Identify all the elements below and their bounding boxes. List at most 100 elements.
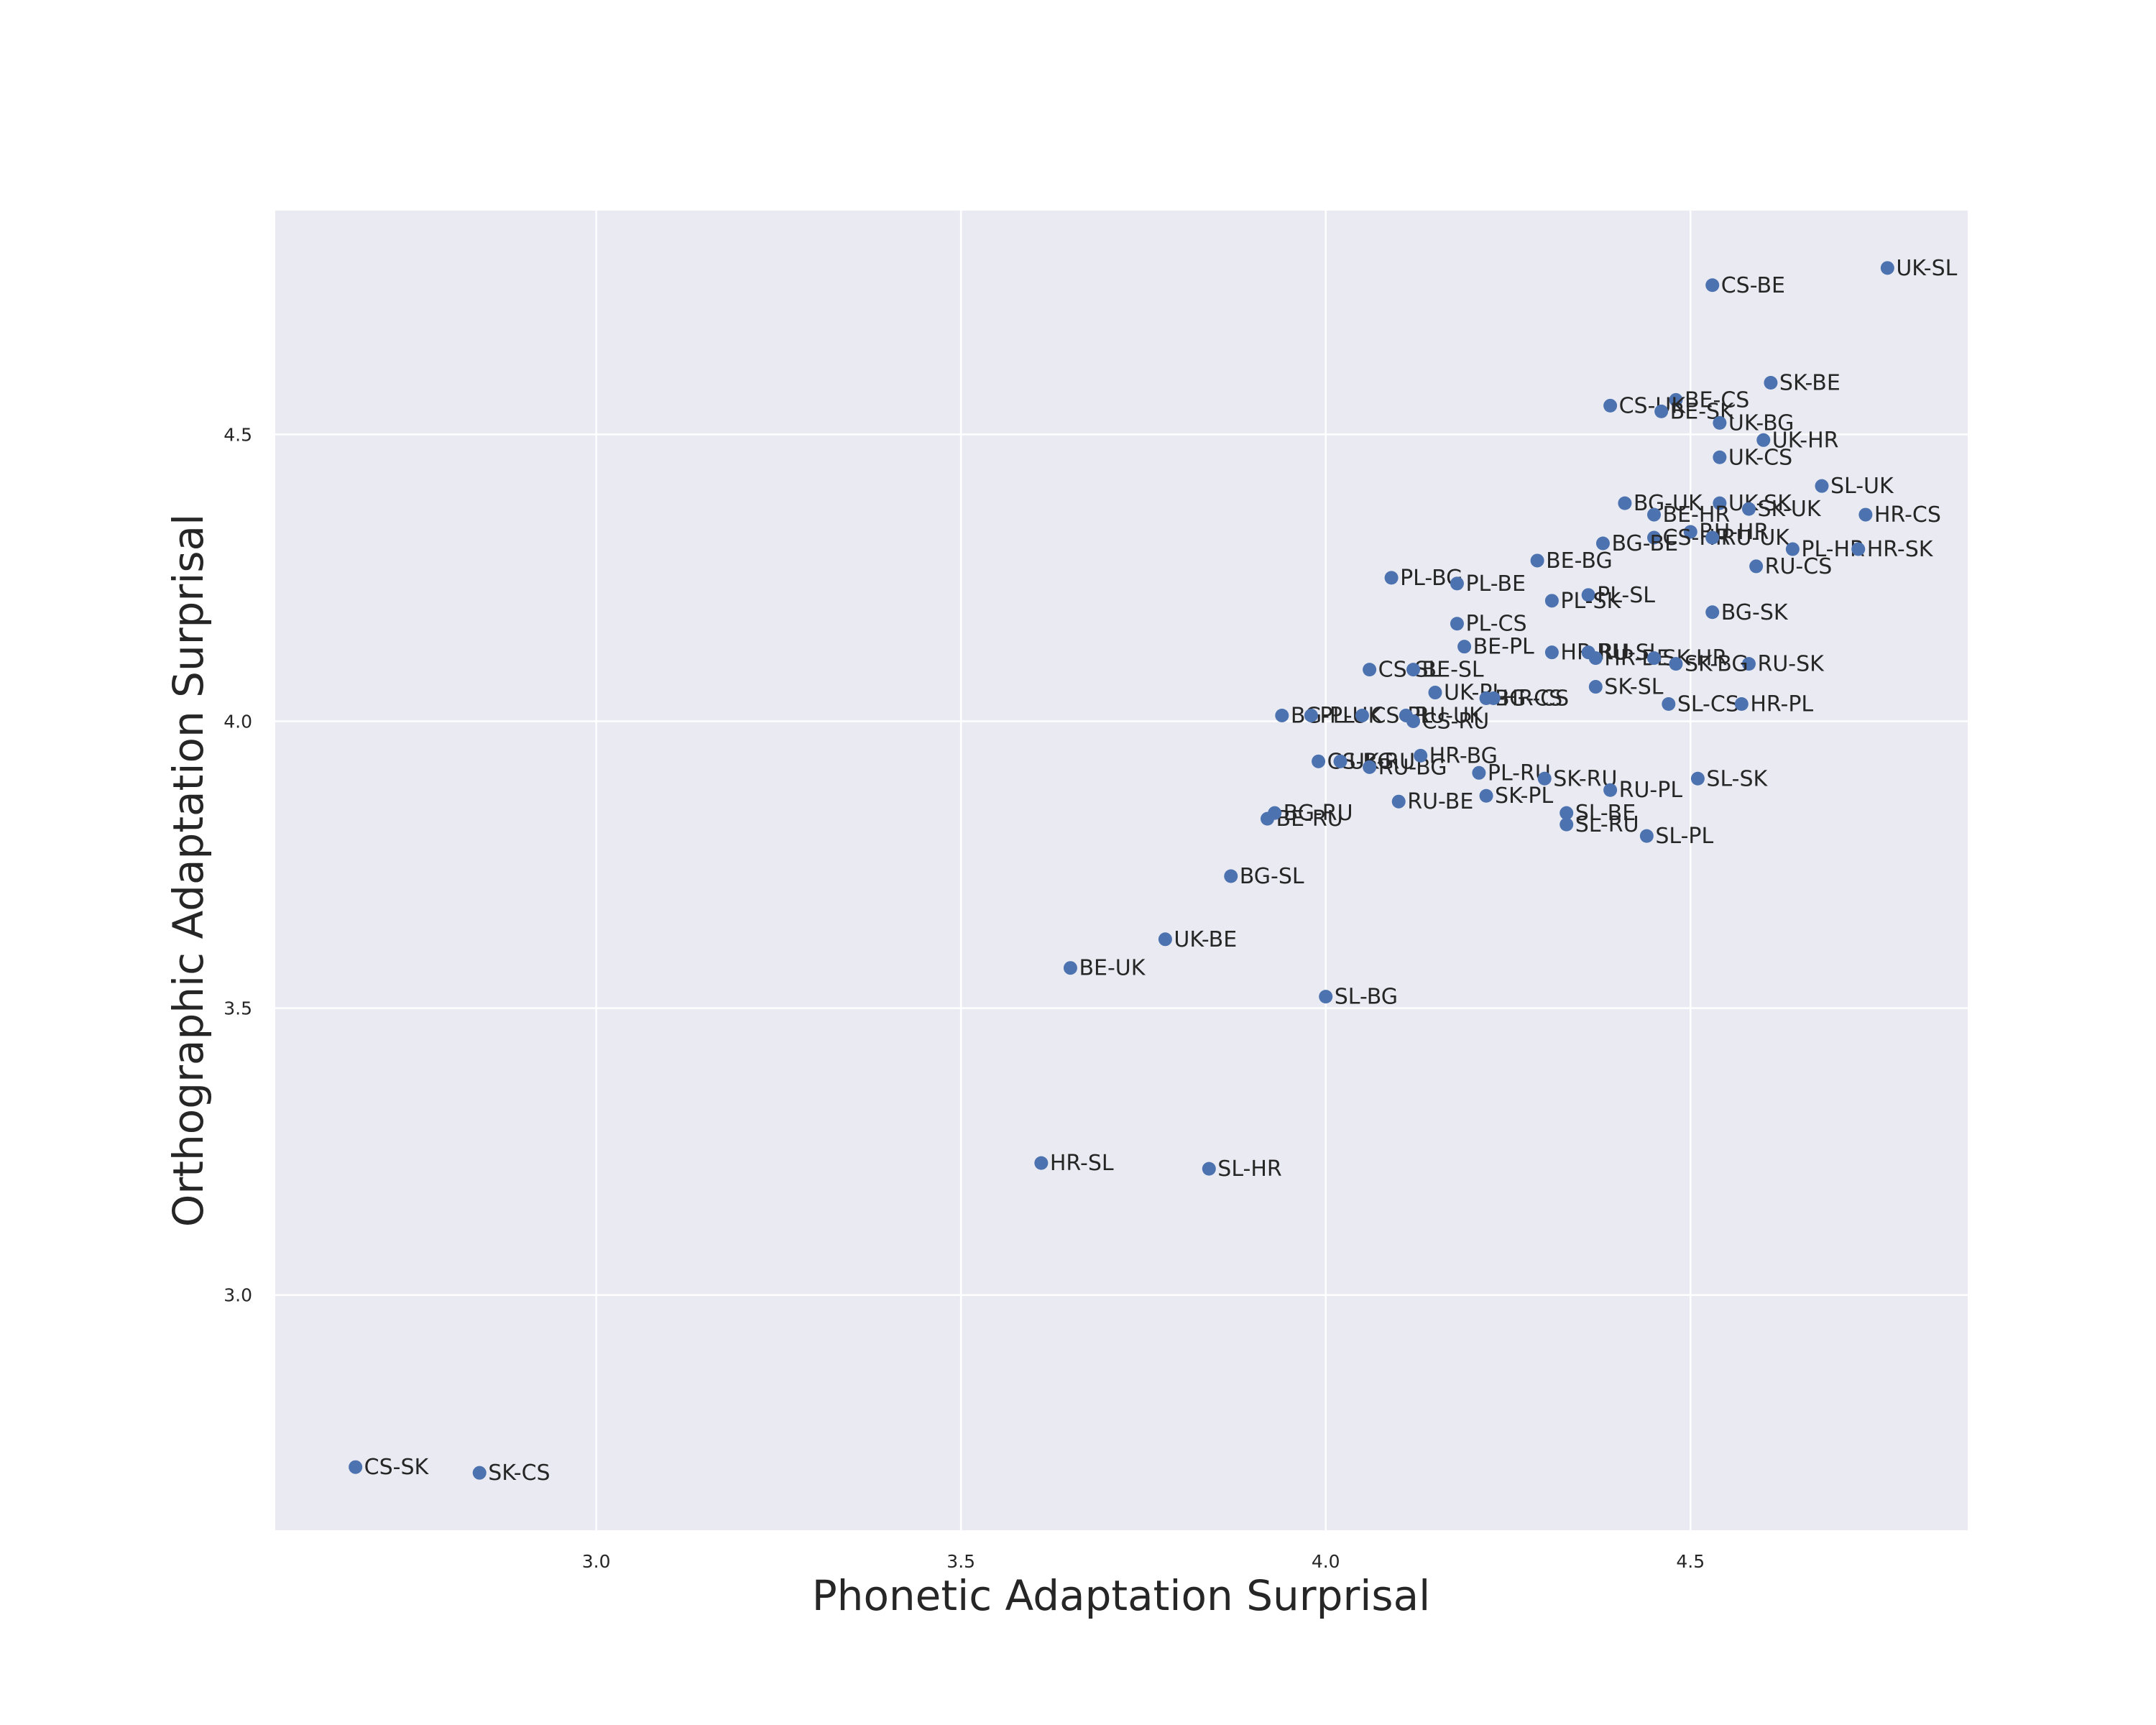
data-point (1880, 261, 1894, 275)
data-point (1741, 657, 1756, 671)
x-tick-label: 3.5 (946, 1551, 975, 1572)
data-point (1851, 542, 1866, 556)
data-point (1595, 536, 1610, 551)
point-label: HR-CS (1874, 502, 1941, 528)
point-label: UK-BG (1728, 410, 1795, 436)
plot-area (275, 211, 1968, 1530)
point-label: PL-UK (1319, 703, 1383, 728)
data-point (1588, 651, 1603, 666)
x-tick-labels: 3.0 3.5 4.0 4.5 (582, 1551, 1705, 1572)
point-label: RU-UK (1414, 703, 1484, 728)
point-label: BG-CS (1495, 686, 1562, 712)
point-label: UK-SL (1896, 256, 1957, 281)
data-point (1312, 754, 1326, 768)
data-point (1690, 771, 1705, 786)
point-label: UK-BE (1174, 927, 1237, 952)
data-point (1406, 714, 1421, 728)
data-point (1034, 1156, 1049, 1170)
point-label: BG-SK (1721, 600, 1789, 625)
data-point (1858, 507, 1873, 522)
point-label: CS-BE (1721, 273, 1785, 298)
y-tick-label: 4.5 (224, 424, 252, 445)
x-axis-title: Phonetic Adaptation Surprisal (812, 1571, 1431, 1620)
point-label: SK-SL (1604, 675, 1663, 700)
point-label: PL-BE (1465, 571, 1526, 597)
data-point (1384, 571, 1399, 585)
point-label: BE-BG (1546, 548, 1613, 574)
data-point (1705, 278, 1720, 293)
point-label: UK-RU (1349, 749, 1415, 774)
x-tick-label: 4.0 (1312, 1551, 1340, 1572)
point-label: BE-HR (1663, 502, 1731, 528)
data-point (1749, 559, 1764, 574)
point-label: SK-BG (1685, 652, 1749, 677)
data-point (1450, 617, 1464, 631)
point-label: RU-BE (1407, 789, 1473, 814)
data-point (1486, 691, 1501, 706)
point-label: RU-UK (1721, 525, 1791, 551)
data-point (1428, 686, 1442, 700)
data-point (1662, 697, 1676, 712)
data-point (1639, 829, 1654, 843)
y-gridlines (275, 433, 1968, 1296)
data-point (1647, 651, 1662, 666)
point-label: SK-PL (1495, 783, 1553, 809)
data-point (1713, 450, 1727, 464)
data-point (1603, 783, 1618, 797)
data-point (1544, 594, 1559, 608)
data-point (1202, 1162, 1216, 1176)
data-point (1603, 398, 1618, 413)
data-point (1560, 817, 1574, 832)
y-tick-label: 3.5 (224, 998, 252, 1019)
data-point (1333, 754, 1348, 768)
data-point (1472, 765, 1486, 780)
point-label: HR-PL (1750, 692, 1813, 717)
y-tick-label: 3.0 (224, 1285, 252, 1306)
point-label: PL-SL (1597, 583, 1655, 608)
point-label: BG-SL (1240, 864, 1304, 889)
x-tick-label: 3.0 (582, 1551, 611, 1572)
point-label: SL-RU (1575, 812, 1639, 837)
data-point (1734, 697, 1749, 712)
point-label: HR-BG (1429, 743, 1498, 768)
point-label: SL-CS (1677, 692, 1739, 717)
point-label: SL-SK (1706, 766, 1768, 791)
point-label: HR-CS (1502, 686, 1569, 712)
data-point (1713, 415, 1727, 430)
data-point (1785, 542, 1800, 556)
data-point (1815, 479, 1829, 493)
point-label: UK-HR (1772, 428, 1839, 453)
data-points: UK-SLCS-BESK-BEBE-CSCS-UKBE-SKUK-BGUK-HR… (349, 256, 1958, 1486)
data-point (1764, 375, 1778, 390)
data-point (1544, 645, 1559, 660)
point-label: CS-SK (364, 1455, 430, 1480)
data-point (1450, 576, 1464, 591)
point-label: SK-CS (488, 1460, 550, 1486)
data-point (1669, 657, 1683, 671)
point-label: BE-CS (1685, 387, 1749, 413)
point-label: BE-PL (1473, 635, 1534, 660)
point-label: PL-SK (1560, 589, 1621, 614)
point-label: CS-RU (1422, 709, 1490, 734)
point-label: SK-BE (1779, 370, 1841, 395)
point-label: SL-BG (1335, 985, 1398, 1010)
data-point (1756, 433, 1771, 447)
data-point (1355, 708, 1369, 722)
point-label: RU-PL (1619, 778, 1683, 803)
data-point (1705, 605, 1720, 620)
x-tick-label: 4.5 (1676, 1551, 1705, 1572)
point-label: PL-CS (1465, 612, 1526, 637)
x-gridlines (595, 211, 1692, 1530)
point-label: SL-HR (1217, 1156, 1281, 1182)
point-label: BE-UK (1079, 956, 1146, 981)
data-point (1363, 760, 1377, 774)
point-label: BE-SL (1422, 658, 1484, 683)
y-axis-title: Orthographic Adaptation Surprisal (164, 514, 213, 1227)
point-label: UK-SK (1728, 491, 1792, 516)
point-label: BG-PL (1291, 703, 1355, 728)
point-label: UK-CS (1728, 445, 1792, 470)
point-label: RU-SK (1757, 652, 1825, 677)
data-point (1275, 708, 1289, 722)
data-point (1618, 496, 1632, 510)
